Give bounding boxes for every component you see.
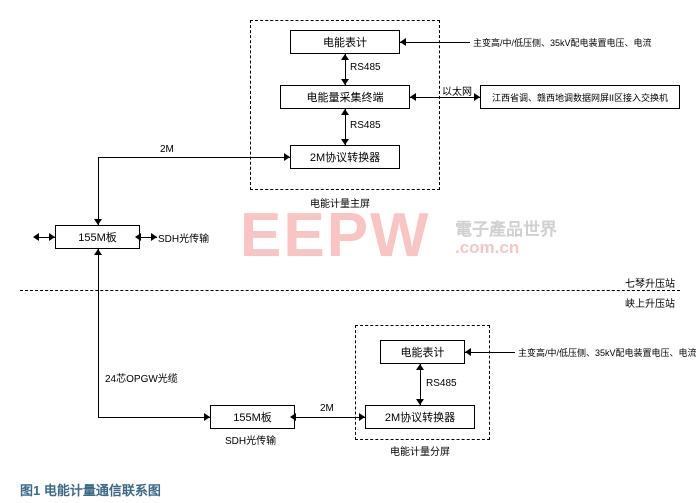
arrow-src-bot — [465, 348, 471, 356]
arrow-src-top — [400, 38, 406, 46]
arrow-2m-top-d — [94, 219, 102, 225]
arrow-meter-collector-d — [341, 79, 349, 85]
edge-opgw-v — [98, 249, 99, 417]
proto-top-label: 2M协议转换器 — [310, 149, 380, 165]
eth-lbl: 以太网 — [442, 83, 472, 98]
remote-top-label: 江西省调、赣西地调数据网屏II区接入交换机 — [492, 91, 668, 104]
proto-top: 2M协议转换器 — [290, 145, 400, 169]
remote-top: 江西省调、赣西地调数据网屏II区接入交换机 — [480, 85, 680, 109]
arrow-opgw-r — [204, 413, 210, 421]
arrow-sdh-top-l-in — [49, 233, 55, 241]
m2-top-lbl: 2M — [160, 144, 174, 155]
arrow-2m-bot-l — [290, 413, 296, 421]
src-top-lbl: 主变高/中/低压侧、35kV配电装置电压、电流 — [473, 36, 652, 49]
sdh-bot-label: 155M板 — [233, 409, 272, 425]
sub-panel-label: 电能计量分屏 — [390, 443, 450, 458]
arrow-collector-proto-u — [341, 109, 349, 115]
station-bot-lbl: 峡上升压站 — [625, 295, 675, 310]
watermark-small-cn: 電子產品世界 — [455, 215, 557, 240]
rs485-1: RS485 — [350, 62, 381, 73]
station-divider — [20, 290, 680, 291]
watermark-big: EEPW — [240, 200, 431, 271]
edge-src-top — [400, 42, 470, 43]
figure-caption: 图1 电能计量通信联系图 — [20, 480, 161, 499]
rs485-2: RS485 — [350, 120, 381, 131]
sdh-top-label: 155M板 — [78, 229, 117, 245]
sdh-top: 155M板 — [55, 225, 140, 249]
arrow-meter-collector-u — [341, 54, 349, 60]
arrow-2m-bot-r — [359, 413, 365, 421]
src-bot-lbl: 主变高/中/低压侧、35kV配电装置电压、电流 — [518, 346, 696, 359]
station-top-lbl: 七琴升压站 — [625, 275, 675, 290]
collector-label: 电能量采集终端 — [307, 89, 384, 105]
edge-2m-bot — [295, 417, 365, 418]
m2-bot-lbl: 2M — [320, 403, 334, 414]
edge-opgw-h — [98, 417, 210, 418]
arrow-2m-top-r — [284, 153, 290, 161]
arrow-rs485-bot-d — [416, 399, 424, 405]
edge-2m-top-h — [98, 157, 290, 158]
arrow-sdh-top-r-in — [135, 233, 141, 241]
main-panel-label: 电能计量主屏 — [310, 195, 370, 210]
diagram-canvas: EEPW 電子產品世界 .com.cn 电能计量主屏 电能表计 电能量采集终端 … — [0, 0, 696, 503]
sdh-top-text: SDH光传输 — [158, 230, 209, 245]
rs485-3: RS485 — [426, 378, 457, 389]
arrow-opgw-u — [94, 249, 102, 255]
arrow-collector-proto-d — [341, 139, 349, 145]
watermark-small-url: .com.cn — [455, 238, 519, 258]
edge-2m-top-v — [98, 157, 99, 225]
meter-top-label: 电能表计 — [323, 34, 367, 50]
arrow-eth-l — [410, 93, 416, 101]
meter-top: 电能表计 — [290, 30, 400, 54]
arrow-sdh-top-l-out — [33, 233, 39, 241]
opgw-lbl: 24芯OPGW光缆 — [105, 370, 178, 385]
sdh-bot: 155M板 — [210, 405, 295, 429]
arrow-eth-r — [474, 93, 480, 101]
arrow-sdh-top-r-out — [151, 233, 157, 241]
arrow-rs485-bot-u — [416, 364, 424, 370]
collector: 电能量采集终端 — [280, 85, 410, 109]
edge-src-bot — [465, 352, 515, 353]
sub-panel-dashed — [355, 325, 490, 440]
sdh-bot-text: SDH光传输 — [225, 432, 276, 447]
